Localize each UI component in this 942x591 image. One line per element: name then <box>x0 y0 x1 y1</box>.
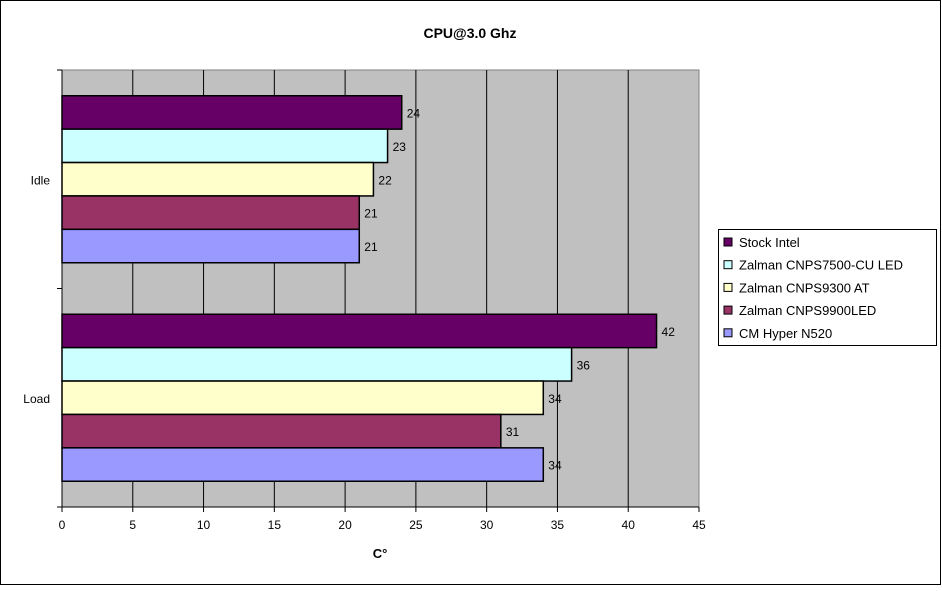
data-label: 42 <box>662 325 676 339</box>
bar <box>61 161 375 197</box>
data-label: 22 <box>378 173 392 187</box>
bar <box>61 228 361 264</box>
legend-swatch <box>723 237 733 247</box>
bar <box>61 195 361 231</box>
x-tick-label: 30 <box>480 518 494 532</box>
data-label: 21 <box>364 207 378 221</box>
legend-box <box>718 229 937 346</box>
bar <box>61 95 403 130</box>
y-tick-label: Load <box>23 392 50 406</box>
legend-label: Zalman CNPS9300 AT <box>739 280 870 295</box>
legend-label: Zalman CNPS9900LED <box>739 303 876 318</box>
x-tick-label: 40 <box>622 518 636 532</box>
data-label: 21 <box>364 240 378 254</box>
bar <box>61 346 573 382</box>
data-label: 31 <box>506 425 520 439</box>
data-label: 34 <box>548 392 562 406</box>
x-tick-label: 5 <box>129 518 136 532</box>
data-label: 34 <box>548 459 562 473</box>
legend-label: Zalman CNPS7500-CU LED <box>739 258 903 273</box>
bar <box>61 128 389 164</box>
data-label: 36 <box>577 358 591 372</box>
legend-swatch <box>723 305 733 315</box>
legend: Stock Intel Zalman CNPS7500-CU LED Zalman … <box>718 229 937 346</box>
bar <box>61 447 545 483</box>
data-label: 24 <box>407 106 421 120</box>
data-label: 23 <box>393 140 407 154</box>
chart-title: CPU@3.0 Ghz <box>423 25 516 41</box>
legend-label: Stock Intel <box>739 235 800 250</box>
legend-swatch <box>723 328 733 338</box>
legend-swatch <box>723 260 733 270</box>
y-tick-label: Idle <box>31 173 51 187</box>
bar <box>61 313 658 349</box>
x-axis-label: C° <box>373 546 388 561</box>
x-tick-label: 15 <box>268 518 282 532</box>
legend-label: CM Hyper N520 <box>739 326 832 341</box>
x-tick-label: 20 <box>338 518 352 532</box>
legend-swatch <box>723 282 733 292</box>
x-tick-label: 35 <box>551 518 565 532</box>
x-tick-label: 10 <box>197 518 211 532</box>
bar <box>61 413 502 449</box>
bar <box>61 380 545 416</box>
x-tick-label: 45 <box>692 518 706 532</box>
x-tick-label: 25 <box>409 518 423 532</box>
x-tick-label: 0 <box>59 518 66 532</box>
